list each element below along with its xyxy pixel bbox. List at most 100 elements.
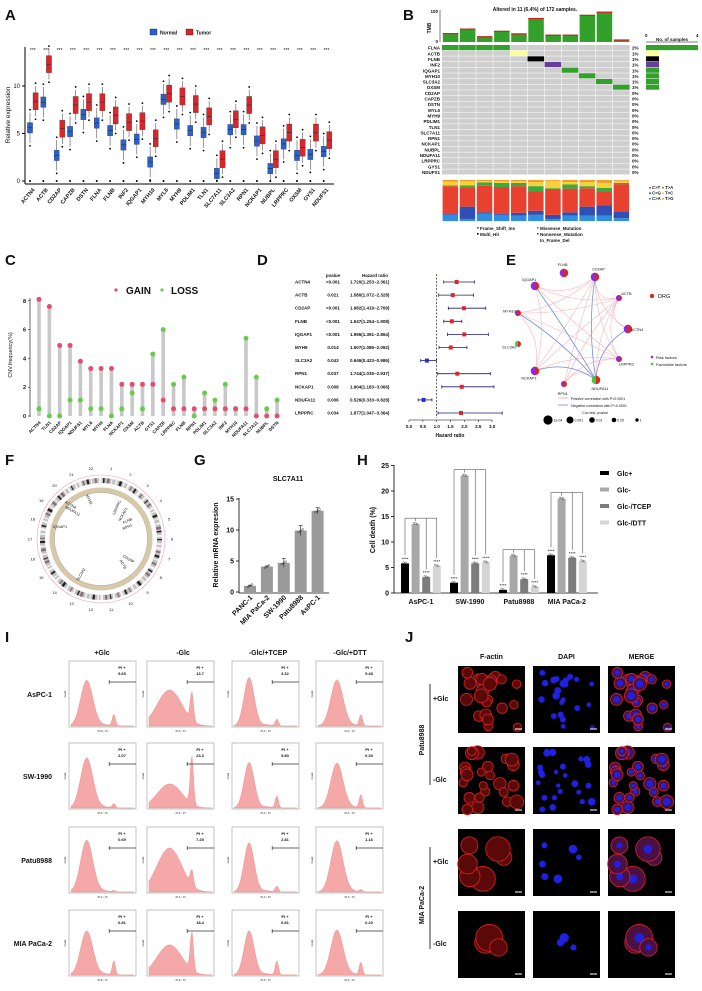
scale-bar-label: 20μm xyxy=(590,969,598,973)
cell-nucleus xyxy=(562,773,568,778)
cell-nucleus xyxy=(614,860,621,868)
outlier-point xyxy=(74,86,77,88)
signature-segment xyxy=(613,218,630,221)
cell-nucleus xyxy=(538,696,545,703)
y-axis-label: Count xyxy=(227,772,230,779)
oncoprint-cell xyxy=(476,90,493,96)
positive-correlation-edge xyxy=(595,297,620,381)
x-tick-label: Patu8988 xyxy=(504,599,535,606)
percent-label: 0% xyxy=(632,159,639,164)
cell-nucleus xyxy=(614,669,621,676)
cnv-stick xyxy=(161,329,165,416)
legend-swatch-tumor xyxy=(185,28,194,36)
y-axis-label: Relative mRNA expresion xyxy=(213,503,220,588)
cell-nucleus xyxy=(616,794,623,801)
replicate-point xyxy=(280,562,283,566)
oncoprint-cell xyxy=(561,129,579,135)
cell-nucleus xyxy=(539,669,546,676)
replicate-point xyxy=(583,560,586,563)
condition-label: -Glc xyxy=(433,777,447,784)
chromosome-band xyxy=(94,478,97,484)
oncoprint-cell xyxy=(510,163,527,169)
cell-nucleus xyxy=(649,676,655,682)
signature-segment xyxy=(476,213,493,221)
cell-actin xyxy=(457,853,478,875)
oncoprint-cell xyxy=(595,67,613,73)
oncoprint-cell xyxy=(476,141,493,147)
replicate-point xyxy=(452,581,456,584)
signature-segment xyxy=(476,182,493,186)
node-risk-half xyxy=(616,356,619,362)
cell-actin xyxy=(496,674,507,685)
oncoprint-cell xyxy=(493,112,510,118)
oncoprint-cell xyxy=(510,73,527,79)
oncoprint-cell xyxy=(578,101,596,107)
cell-actin xyxy=(463,791,476,804)
y-tick-label: 0 xyxy=(385,591,389,598)
oncoprint-cell xyxy=(527,78,545,85)
cnv-stick xyxy=(171,384,176,416)
legend-swatch xyxy=(600,471,609,475)
node-label: MYH10 xyxy=(503,309,516,313)
signature-segment xyxy=(545,189,561,215)
oncoprint-cell xyxy=(561,101,579,107)
cell-actin xyxy=(509,794,524,810)
legend-label: DRG xyxy=(658,294,670,300)
oncoprint-cell xyxy=(613,163,630,169)
row-label: AsPC-1 xyxy=(27,692,52,699)
cell-nucleus xyxy=(627,692,635,700)
chromosome-band xyxy=(155,550,161,554)
signature-segment xyxy=(562,184,578,189)
outlier-point xyxy=(315,149,317,152)
cell-nucleus xyxy=(613,696,620,703)
chromosome-band xyxy=(47,566,54,572)
count-tick: 0 xyxy=(645,33,648,38)
cell-nucleus xyxy=(551,795,558,801)
significance-label: *** xyxy=(190,48,196,54)
cell-nucleus xyxy=(632,788,638,795)
replicate-point xyxy=(451,580,454,583)
tmb-bar-nonsense xyxy=(528,18,544,20)
oncoprint-cell xyxy=(544,73,562,79)
hr-label: 0.646(0.423−0.986) xyxy=(350,358,390,363)
chromosome-label: 10 xyxy=(128,601,133,606)
oncoprint-cell xyxy=(544,112,562,118)
oncoprint-cell xyxy=(544,95,562,102)
oncoprint-cell xyxy=(527,56,545,62)
outlier-point xyxy=(48,81,50,84)
gain-point xyxy=(77,358,83,364)
outlier-point xyxy=(175,180,178,182)
signature-segment xyxy=(579,206,595,216)
pi-value: 5.65 xyxy=(118,671,127,676)
oncoprint-cell xyxy=(442,95,459,102)
outlier-point xyxy=(229,110,232,113)
outlier-point xyxy=(309,180,312,182)
outlier-point xyxy=(122,162,125,164)
loss-point xyxy=(57,413,63,419)
panel-e-network: FLNB CD2AP ACTB ACTN4 LRPPRC NDUFA11 RPN1 NCKAP… xyxy=(502,263,687,425)
x-tick-label: DSTN xyxy=(268,420,280,432)
plot-frame xyxy=(68,660,137,728)
hr-point xyxy=(461,306,466,311)
replicate-point xyxy=(532,584,535,588)
signature-segment xyxy=(528,180,544,183)
signature-segment xyxy=(442,214,459,221)
signature-segment xyxy=(562,215,578,221)
replicate-point xyxy=(297,530,300,533)
scale-bar-label: 20μm xyxy=(665,887,673,891)
oncoprint-cell xyxy=(527,95,545,102)
x-tick-label: 3.0 xyxy=(489,424,496,429)
signature-segment xyxy=(562,180,578,183)
replicate-point xyxy=(559,496,562,499)
oncoprint-cell xyxy=(613,124,630,130)
percent-label: 0% xyxy=(632,130,639,135)
oncoprint-cell xyxy=(544,158,562,164)
loss-point xyxy=(98,406,104,412)
oncoprint-cell xyxy=(442,124,459,130)
micrograph-dapi: 20μm xyxy=(533,666,600,733)
loss-point xyxy=(171,381,177,387)
y-tick-label: 10 xyxy=(13,84,20,90)
outlier-point xyxy=(109,147,111,150)
outlier-point xyxy=(109,180,112,182)
